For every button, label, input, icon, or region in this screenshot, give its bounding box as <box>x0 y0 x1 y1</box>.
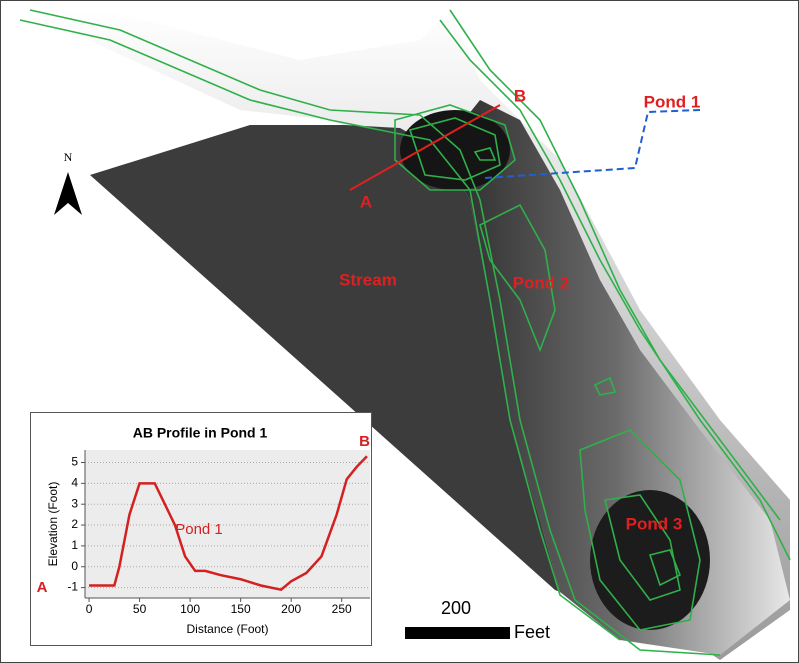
x-tick-label: 0 <box>86 602 93 616</box>
point-label: B <box>514 86 526 105</box>
x-tick-label: 100 <box>180 602 200 616</box>
y-tick-label: 5 <box>71 455 78 469</box>
map-label: Stream <box>339 270 397 289</box>
point-label: A <box>360 192 372 211</box>
x-axis-label: Distance (Foot) <box>186 622 268 636</box>
north-arrow <box>54 172 82 215</box>
x-tick-label: 200 <box>281 602 301 616</box>
page: N B A Pond 1 Stream Pond 2 Pond 3 200 Fe… <box>0 0 799 663</box>
map-label: Pond 3 <box>626 514 683 533</box>
annotation: Pond 1 <box>175 521 223 538</box>
y-tick-label: 3 <box>71 496 78 510</box>
scale-unit: Feet <box>514 622 550 642</box>
map-label: Pond 1 <box>644 92 701 111</box>
map-label: Pond 2 <box>513 273 570 292</box>
y-tick-label: -1 <box>67 580 78 594</box>
y-axis-label: Elevation (Foot) <box>46 482 60 567</box>
scale-distance: 200 <box>441 598 471 618</box>
chart-title: AB Profile in Pond 1 <box>133 425 268 441</box>
north-label: N <box>64 150 73 164</box>
y-tick-label: 1 <box>71 538 78 552</box>
x-tick-label: 150 <box>231 602 251 616</box>
y-tick-label: 0 <box>71 559 78 573</box>
x-tick-label: 250 <box>332 602 352 616</box>
annotation: A <box>37 579 48 596</box>
scale-bar <box>405 627 510 639</box>
annotation: B <box>359 433 370 450</box>
y-tick-label: 4 <box>71 476 78 490</box>
x-tick-label: 50 <box>133 602 147 616</box>
y-tick-label: 2 <box>71 517 78 531</box>
